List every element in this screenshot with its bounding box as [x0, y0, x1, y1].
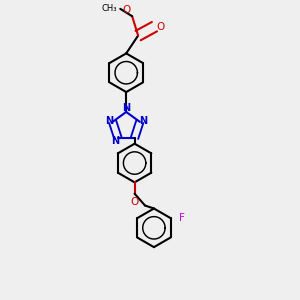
Text: N: N [140, 116, 148, 126]
Text: O: O [130, 197, 139, 207]
Text: F: F [179, 213, 185, 223]
Text: N: N [112, 136, 120, 146]
Text: CH₃: CH₃ [102, 4, 117, 13]
Text: N: N [122, 103, 130, 113]
Text: O: O [156, 22, 164, 32]
Text: N: N [105, 116, 113, 126]
Text: O: O [122, 5, 131, 15]
